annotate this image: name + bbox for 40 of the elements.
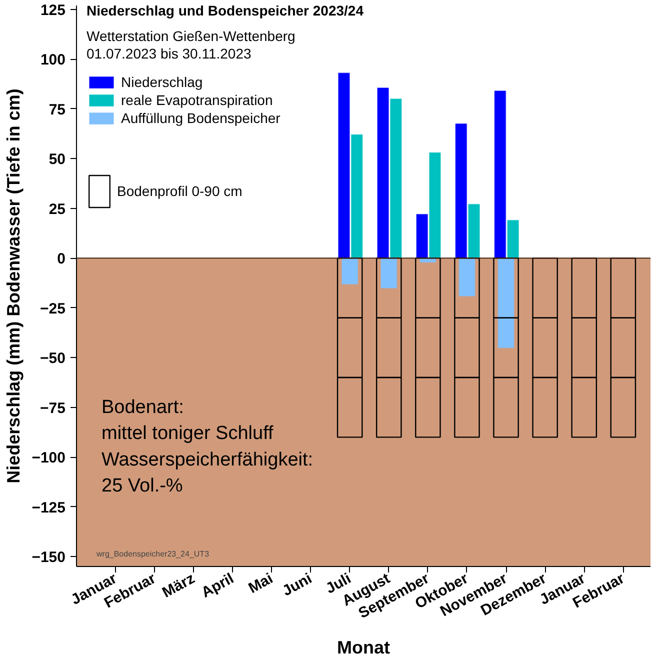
x-tick-label: März — [160, 570, 198, 602]
text: Wetterstation Gießen-Wettenberg 01.07.2023 bis 30.11.2023 — [86, 28, 296, 62]
bar — [498, 258, 514, 348]
x-tick-label: Mai — [246, 570, 276, 597]
annotation: wrg_Bodenspeicher23_24_UT3 — [96, 550, 210, 558]
y-tick-label: 25 — [48, 200, 66, 218]
bar — [428, 152, 441, 259]
y-tick-label: −150 — [32, 549, 66, 566]
bar — [350, 134, 363, 259]
x-tick-label: April — [198, 570, 237, 602]
y-tick-label: 125 — [40, 2, 66, 19]
bar — [338, 72, 350, 259]
legend-label: reale Evapotranspiration — [121, 92, 273, 108]
y-tick-label: −75 — [40, 400, 66, 417]
chart-title: Niederschlag und Bodenspeicher 2023/24 — [86, 2, 364, 18]
bar — [416, 214, 428, 259]
y-tick-label: 50 — [48, 151, 66, 168]
bar — [342, 258, 358, 285]
y-tick-label: 0 — [57, 250, 66, 268]
legend-label: Bodenprofil 0-90 cm — [117, 183, 242, 199]
bar — [507, 220, 520, 259]
x-axis-title: Monat — [337, 638, 390, 658]
x-tick-label: Juni — [280, 570, 315, 600]
bar — [455, 123, 468, 259]
y-tick-label: −100 — [32, 450, 66, 467]
y-axis-title: Niederschlag (mm) Bodenwasser (Tiefe in cm) — [4, 88, 24, 484]
bar — [377, 88, 389, 259]
y-tick-label: 100 — [40, 52, 66, 69]
bar — [380, 258, 398, 288]
legend-label: Niederschlag — [121, 74, 203, 90]
y-tick-label: −50 — [40, 350, 66, 368]
legend-label: Auffüllung Bodenspeicher — [121, 110, 280, 126]
annotation: Bodenart: mittel toniger Schluff Wasserspeicherfähigkeit: 25 Vol.-% — [102, 396, 314, 496]
bar — [390, 98, 402, 259]
y-tick-label: −25 — [40, 300, 66, 318]
bar — [468, 204, 480, 259]
bar — [494, 90, 506, 259]
bar — [458, 258, 476, 296]
y-tick-label: −125 — [32, 499, 66, 516]
y-tick-label: 75 — [48, 101, 66, 118]
